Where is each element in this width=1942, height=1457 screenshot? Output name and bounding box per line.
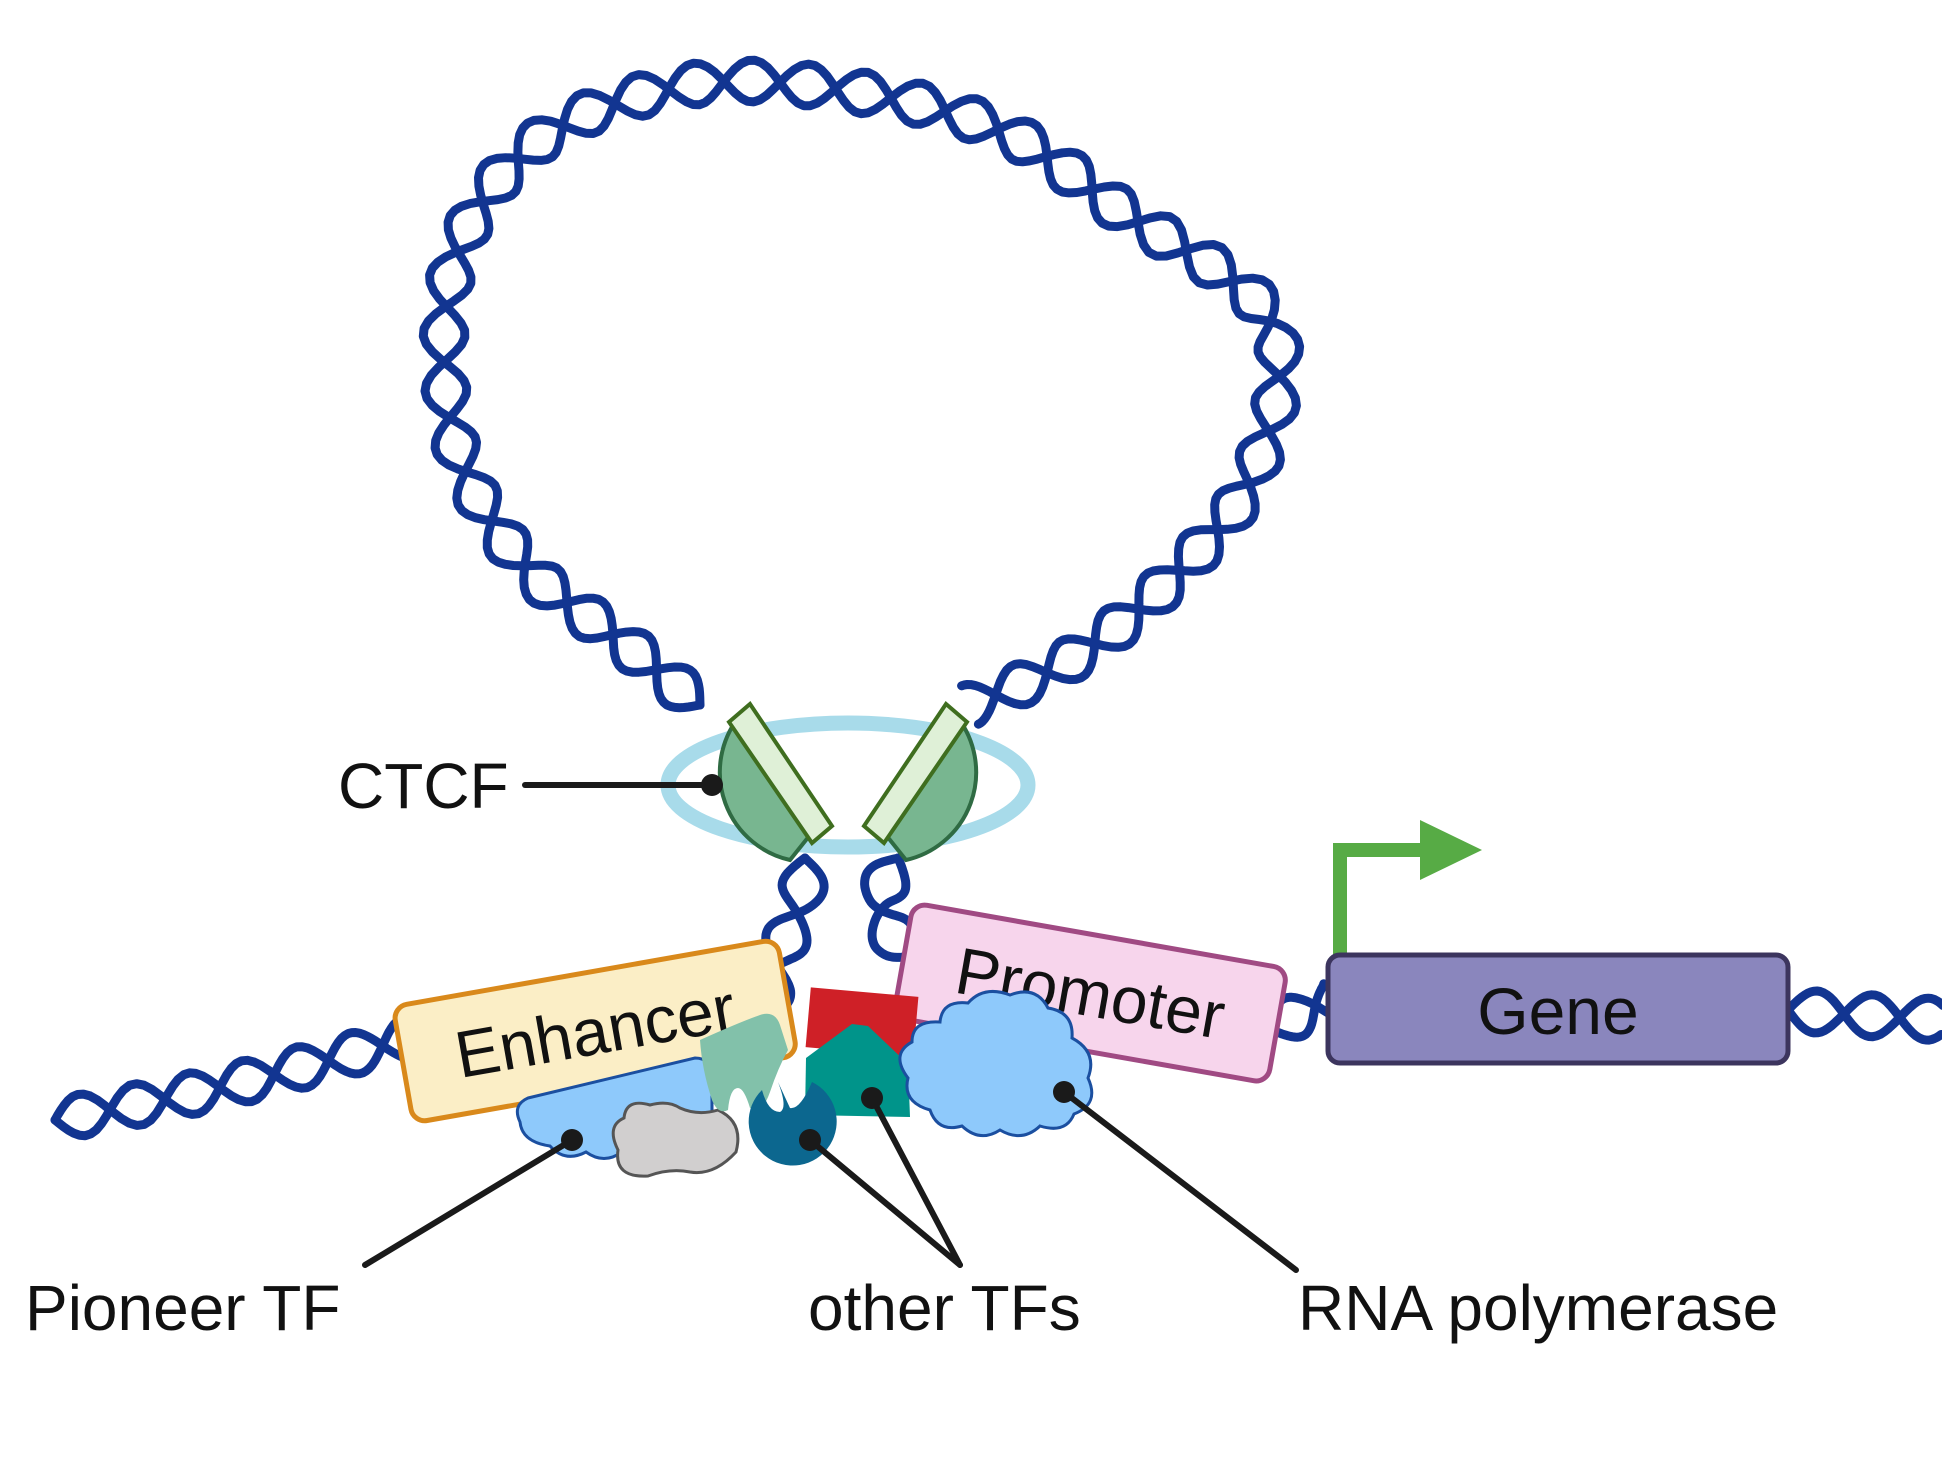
dna-left-arm-strand-b: [50, 1017, 402, 1130]
ctcf-left: [717, 701, 835, 863]
dna-enhancer-stem-strand-b: [761, 853, 829, 1010]
gene-label: Gene: [1477, 974, 1638, 1048]
tf-grey-shape: [611, 1101, 740, 1178]
pioneer-tf-label: Pioneer TF: [25, 1272, 340, 1344]
tf-mint-shape: [700, 1013, 788, 1112]
dna-loop-strand-b: [418, 55, 1301, 729]
ctcf-right: [861, 701, 979, 863]
ctcf-label: CTCF: [338, 750, 509, 822]
leader-lines: [362, 774, 1299, 1273]
rna-polymerase-label: RNA polymerase: [1298, 1272, 1778, 1344]
dna-double-helix: [50, 55, 1942, 1141]
dna-left-arm-strand-a: [50, 1028, 412, 1141]
other-tfs-leader-b: [869, 1095, 963, 1268]
dna-promoter-gene-link-strand-a: [1267, 979, 1329, 1042]
dna-right-arm-strand-b: [1783, 986, 1942, 1042]
rna-polymerase-shape: [898, 989, 1094, 1138]
gene-element: Gene: [1325, 952, 1791, 1066]
pioneer-tf-leader: [362, 1137, 575, 1268]
other-tfs-leader-a: [807, 1137, 963, 1268]
rna-polymerase-leader: [1061, 1089, 1299, 1273]
tss-arrow-icon: [1333, 820, 1482, 960]
tf-teal-shape: [805, 1024, 910, 1117]
ctcf-complex: [660, 701, 1036, 863]
dna-right-arm-strand-a: [1783, 990, 1942, 1045]
other-tfs-label: other TFs: [808, 1272, 1081, 1344]
